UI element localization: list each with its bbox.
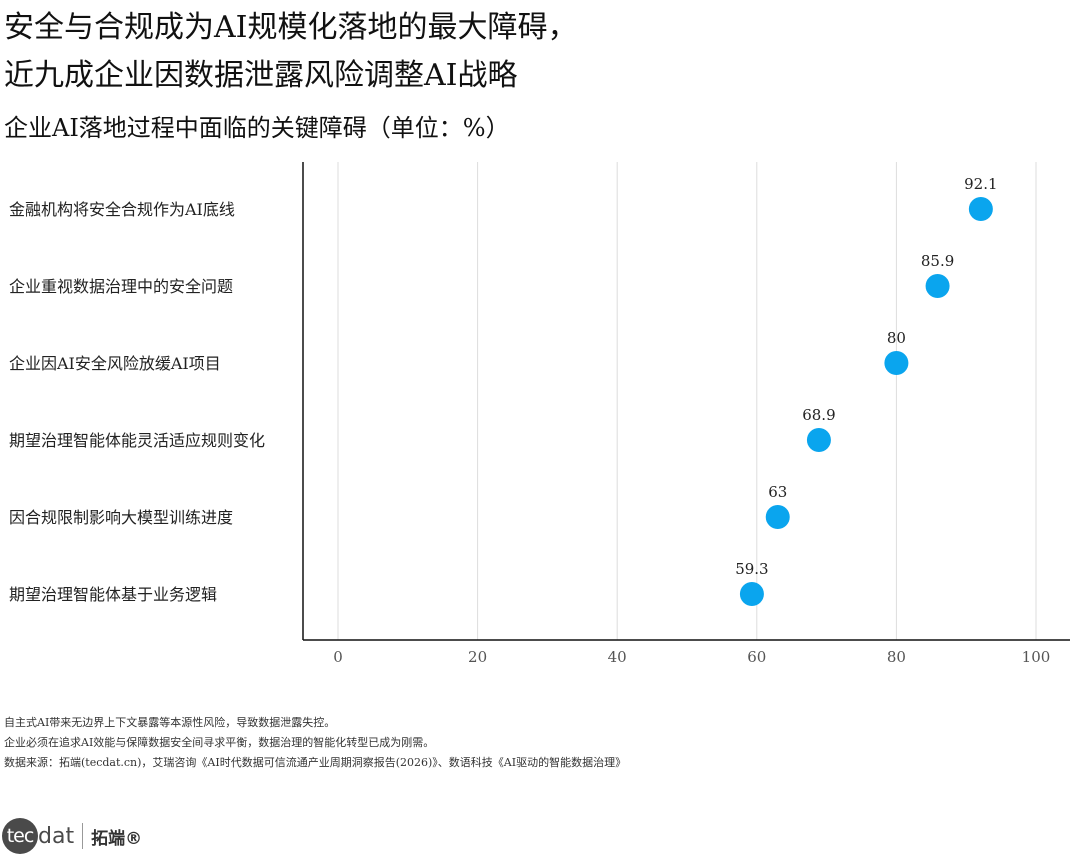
data-point-2 [884,351,909,375]
logo-text: dat [38,823,75,849]
x-tick-labels: 0 20 40 60 80 100 [333,648,1050,666]
chart-title-line-1: 安全与合规成为AI规模化落地的最大障碍， [4,10,578,45]
x-tick-label-2: 40 [608,648,627,666]
category-labels: 金融机构将安全合规作为AI底线企业重视数据治理中的安全问题企业因AI安全风险放缓… [9,200,265,604]
dot-chart: 0 20 40 60 80 100 金融机构将安全合规作为AI底线企业重视数据治理中的安全… [9,162,1070,666]
data-point-0 [968,197,993,221]
x-tick-label-0: 0 [333,648,343,666]
x-tick-label-1: 20 [468,648,487,666]
x-tick-label-4: 80 [887,648,906,666]
data-point-4 [765,505,790,529]
x-tick-label-3: 60 [747,648,766,666]
chart-title-line-2: 近九成企业因数据泄露风险调整AI战略 [4,58,518,93]
grid-lines [337,162,1037,640]
data-point-5 [739,582,764,606]
category-label-2: 企业因AI安全风险放缓AI项目 [9,354,221,373]
category-label-4: 因合规限制影响大模型训练进度 [9,508,233,527]
category-label-1: 企业重视数据治理中的安全问题 [9,277,233,296]
data-label-3: 68.9 [802,406,835,424]
data-label-1: 85.9 [921,252,954,270]
data-point-3 [806,428,831,452]
data-label-0: 92.1 [964,175,997,193]
data-label-5: 59.3 [735,560,768,578]
footnote-line-2: 企业必须在追求AI效能与保障数据安全间寻求平衡，数据治理的智能化转型已成为刚需。 [4,736,435,749]
category-label-0: 金融机构将安全合规作为AI底线 [9,200,235,219]
data-label-4: 63 [768,483,787,501]
logo-circle: tec [2,818,38,854]
axes [302,162,1070,641]
data-labels: 92.1 85.9 80 68.9 63 59.3 [735,175,997,578]
category-label-3: 期望治理智能体能灵活适应规则变化 [9,431,265,450]
source-note: 数据来源：拓端(tecdat.cn)，艾瑞咨询《AI时代数据可信流通产业周期洞察… [4,756,627,769]
footnote-line-1: 自主式AI带来无边界上下文暴露等本源性风险，导致数据泄露失控。 [4,716,336,729]
data-points [739,197,993,606]
x-tick-label-5: 100 [1022,648,1051,666]
chart-subtitle: 企业AI落地过程中面临的关键障碍（单位：%） [4,114,510,142]
data-label-2: 80 [887,329,906,347]
category-label-5: 期望治理智能体基于业务逻辑 [9,585,217,604]
logo-divider [82,823,84,849]
brand-logo: tec dat 拓端® [2,816,142,856]
logo-chinese-text: 拓端® [91,828,143,849]
data-point-1 [925,274,950,298]
